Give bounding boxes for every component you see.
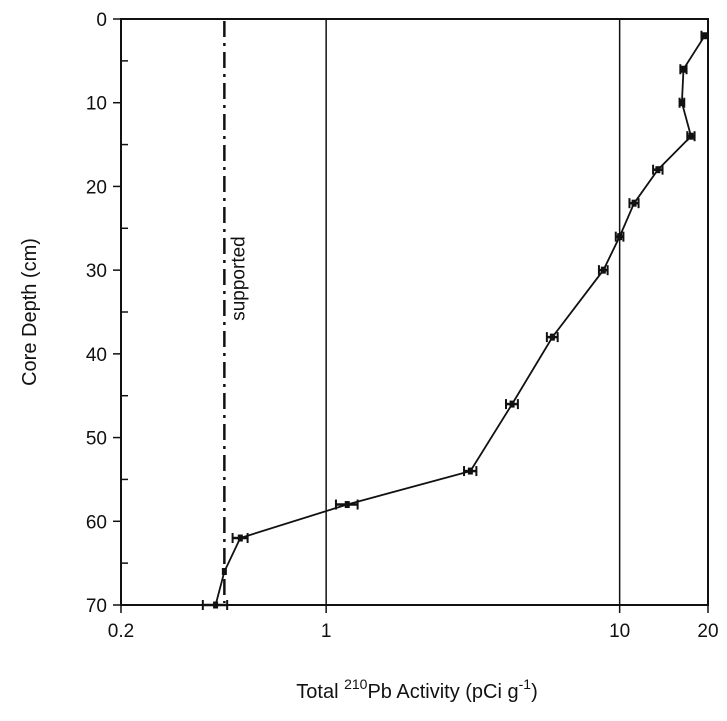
x-axis-title-superscript-1: 210 (344, 676, 368, 692)
series-layer (201, 21, 709, 610)
y-tick-label: 20 (86, 177, 107, 198)
x-tick-label: 10 (609, 621, 630, 642)
data-point (688, 132, 694, 140)
data-point (600, 266, 606, 274)
y-tick-label: 10 (86, 94, 107, 115)
plot-frame (120, 18, 709, 606)
x-tick-label: 20 (697, 621, 718, 642)
supported-label: supported (228, 236, 249, 321)
data-point (509, 400, 515, 408)
y-tick-label: 40 (86, 345, 107, 366)
data-point (702, 32, 708, 40)
x-axis-title-part-2: Pb Activity (pCi g (367, 681, 518, 703)
y-tick-label: 30 (86, 261, 107, 282)
data-point (655, 166, 661, 174)
data-point (221, 568, 227, 576)
data-point (237, 534, 243, 542)
y-tick-label: 70 (86, 596, 107, 617)
grid-layer (325, 19, 621, 605)
y-tick-label: 50 (86, 429, 107, 450)
data-point (679, 99, 685, 107)
y-tick-label: 60 (86, 512, 107, 533)
data-point (549, 333, 555, 341)
x-axis-title-superscript-2: -1 (519, 676, 532, 692)
ticks-layer: 0.2 1 10 20 0 10 20 30 40 50 60 70 (86, 10, 719, 642)
y-tick-label: 0 (96, 10, 107, 31)
data-point (344, 501, 350, 509)
data-point (467, 467, 473, 475)
x-tick-label: 0.2 (108, 621, 134, 642)
data-point (631, 199, 637, 207)
data-point (617, 233, 623, 241)
x-axis-title-part-3: ) (531, 681, 538, 703)
x-tick-label: 1 (321, 621, 332, 642)
data-point (680, 65, 686, 73)
x-axis-title-part-1: Total (296, 681, 344, 703)
series-line (214, 35, 706, 606)
y-axis-title: Core Depth (cm) (19, 238, 41, 386)
x-axis-title: Total 210Pb Activity (pCi g-1) (296, 676, 537, 703)
